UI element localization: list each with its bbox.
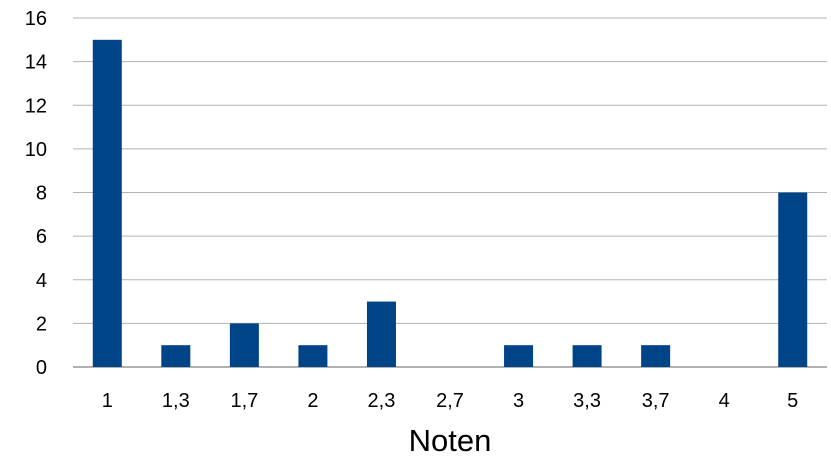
x-tick-label: 2,3 (368, 390, 396, 412)
y-tick-label: 8 (36, 183, 47, 205)
x-tick-label: 1 (102, 390, 113, 412)
x-tick-label: 2 (307, 390, 318, 412)
y-tick-label: 2 (36, 313, 47, 335)
bar (641, 345, 671, 367)
x-tick-label: 3,7 (642, 390, 670, 412)
y-tick-label: 10 (25, 139, 47, 161)
x-tick-label: 2,7 (436, 390, 464, 412)
bar (229, 323, 259, 367)
bar (572, 345, 602, 367)
bar (161, 345, 191, 367)
y-tick-label: 16 (25, 8, 47, 30)
y-tick-label: 14 (25, 52, 47, 74)
x-tick-label: 5 (787, 390, 798, 412)
y-tick-labels: 0 2 4 6 8 10 12 14 16 (25, 8, 47, 379)
x-tick-label: 3,3 (573, 390, 601, 412)
y-tick-label: 6 (36, 226, 47, 248)
x-tick-label: 3 (513, 390, 524, 412)
y-tick-label: 4 (36, 270, 47, 292)
y-tick-label: 0 (36, 357, 47, 379)
x-tick-labels: 1 1,3 1,7 2 2,3 2,7 3 3,3 3,7 4 5 (102, 390, 799, 412)
bar (366, 301, 396, 367)
bar (92, 39, 122, 367)
bar (298, 345, 328, 367)
gridlines (73, 17, 827, 368)
bar (504, 345, 534, 367)
x-tick-label: 1,3 (162, 390, 190, 412)
x-axis-title: Noten (409, 423, 492, 458)
x-tick-label: 4 (719, 390, 730, 412)
bar (778, 192, 808, 367)
y-tick-label: 12 (25, 95, 47, 117)
x-tick-label: 1,7 (230, 390, 258, 412)
bars (92, 39, 808, 367)
